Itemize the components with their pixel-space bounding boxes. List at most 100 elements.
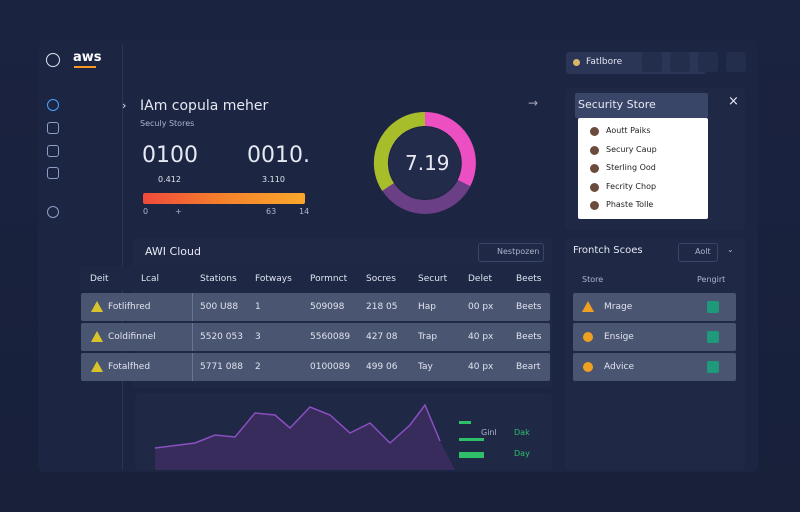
column-header: Fotways bbox=[255, 274, 292, 284]
warning-icon bbox=[91, 331, 103, 342]
logo: aws bbox=[73, 50, 102, 65]
side-chevron[interactable]: ⌄ bbox=[727, 245, 734, 254]
table-row[interactable] bbox=[81, 353, 550, 381]
table-cell: 3 bbox=[255, 332, 261, 342]
table-cell: 5560089 bbox=[310, 332, 351, 342]
side-column: Pengirt bbox=[697, 275, 726, 284]
close-button[interactable]: × bbox=[728, 94, 739, 109]
nav-icon[interactable] bbox=[47, 206, 59, 218]
table-cell: Tay bbox=[418, 362, 433, 372]
table-cell: Beart bbox=[516, 362, 541, 372]
avatar bbox=[590, 127, 599, 136]
table-cell: Fotalfhed bbox=[108, 362, 151, 372]
table-cell: 5520 053 bbox=[200, 332, 243, 342]
table-cell: Beets bbox=[516, 332, 542, 342]
warning-icon bbox=[582, 301, 594, 312]
nav-icon[interactable] bbox=[47, 122, 59, 134]
side-cell: Ensige bbox=[604, 332, 634, 342]
menu-icon[interactable] bbox=[46, 53, 60, 67]
chevron: › bbox=[122, 99, 127, 112]
checkbox[interactable] bbox=[707, 301, 719, 313]
search-placeholder: Nestpozen bbox=[497, 247, 540, 256]
column-header: Socres bbox=[366, 274, 396, 284]
side-column: Store bbox=[582, 275, 604, 284]
table-row[interactable] bbox=[81, 293, 550, 321]
table-header bbox=[80, 266, 552, 290]
stat-value: 0010. bbox=[247, 143, 310, 168]
bar-label: 63 bbox=[266, 207, 277, 216]
table-row[interactable] bbox=[81, 323, 550, 351]
status-dot bbox=[583, 362, 593, 372]
legend-swatch bbox=[459, 421, 471, 424]
table-cell: 218 05 bbox=[366, 302, 398, 312]
warning-icon bbox=[91, 361, 103, 372]
column-header: Pormnct bbox=[310, 274, 348, 284]
tool-button[interactable] bbox=[698, 52, 718, 72]
dropdown-item[interactable]: Aoutt Paiks bbox=[606, 126, 651, 135]
table-cell: 499 06 bbox=[366, 362, 398, 372]
nav-icon[interactable] bbox=[47, 145, 59, 157]
table-cell: 40 px bbox=[468, 362, 494, 372]
dropdown-item[interactable]: Secury Caup bbox=[606, 144, 657, 154]
side-button-label: Aolt bbox=[695, 247, 711, 256]
stat-sub: 3.110 bbox=[262, 175, 285, 184]
tool-button[interactable] bbox=[642, 52, 662, 72]
cell-separator bbox=[192, 323, 193, 351]
avatar bbox=[590, 201, 599, 210]
side-title: Frontch Scoes bbox=[573, 245, 643, 256]
stat-value: 0100 bbox=[142, 143, 198, 168]
table-cell: Beets bbox=[516, 302, 542, 312]
nav-icon[interactable] bbox=[47, 167, 59, 179]
column-header: Delet bbox=[468, 274, 493, 284]
donut-segment bbox=[424, 112, 476, 187]
warning-icon bbox=[91, 301, 103, 312]
table-cell: 5771 088 bbox=[200, 362, 243, 372]
legend-swatch bbox=[459, 452, 484, 458]
side-button[interactable]: Aolt bbox=[678, 243, 718, 262]
legend-label: Day bbox=[514, 449, 530, 458]
table-cell: 427 08 bbox=[366, 332, 398, 342]
status-dot bbox=[583, 332, 593, 342]
legend-label: Ginl bbox=[481, 428, 497, 437]
bar-label: + bbox=[175, 207, 182, 216]
legend-label: Dak bbox=[514, 428, 530, 437]
table-cell: Fotlifhred bbox=[108, 302, 151, 312]
area-chart bbox=[154, 403, 455, 470]
arrow[interactable]: → bbox=[528, 96, 539, 110]
bar-label: 14 bbox=[299, 207, 310, 216]
dropdown-item[interactable]: Fecrity Chop bbox=[606, 181, 657, 191]
avatar bbox=[590, 145, 599, 155]
legend-swatch bbox=[459, 438, 484, 441]
table-cell: Trap bbox=[418, 332, 438, 342]
checkbox[interactable] bbox=[707, 361, 719, 373]
table-cell: 00 px bbox=[468, 302, 494, 312]
stat-sub: 0.412 bbox=[158, 175, 181, 184]
divider bbox=[122, 45, 123, 470]
area-line bbox=[154, 403, 441, 449]
search-box[interactable]: Nestpozen bbox=[478, 243, 544, 262]
table-cell: 1 bbox=[255, 302, 261, 312]
area bbox=[155, 405, 455, 470]
column-header: Securt bbox=[418, 274, 448, 284]
logo-smile bbox=[74, 66, 96, 68]
column-header: Lcal bbox=[141, 274, 159, 284]
column-header: Beets bbox=[516, 274, 542, 284]
nav-icon[interactable] bbox=[47, 99, 59, 111]
dropdown-item[interactable]: Phaste Tolle bbox=[606, 200, 654, 209]
tool-button[interactable] bbox=[726, 52, 746, 72]
dropdown-list: Aoutt Paiks Secury Caup Sterling Ood Fecrit… bbox=[578, 118, 708, 219]
header-button-label: Fatlbore bbox=[586, 57, 623, 67]
table-cell: 509098 bbox=[310, 302, 345, 312]
donut-value: 7.19 bbox=[405, 151, 450, 175]
tool-button[interactable] bbox=[670, 52, 690, 72]
bar-label: 0 bbox=[143, 207, 149, 216]
table-cell: Hap bbox=[418, 302, 436, 312]
dropdown-header[interactable]: Security Store bbox=[575, 93, 708, 118]
donut bbox=[373, 111, 476, 214]
cell-separator bbox=[192, 353, 193, 381]
summary-subtitle: Seculy Stores bbox=[140, 119, 195, 128]
cell-separator bbox=[192, 293, 193, 321]
dropdown-item[interactable]: Sterling Ood bbox=[606, 163, 656, 172]
checkbox[interactable] bbox=[707, 331, 719, 343]
